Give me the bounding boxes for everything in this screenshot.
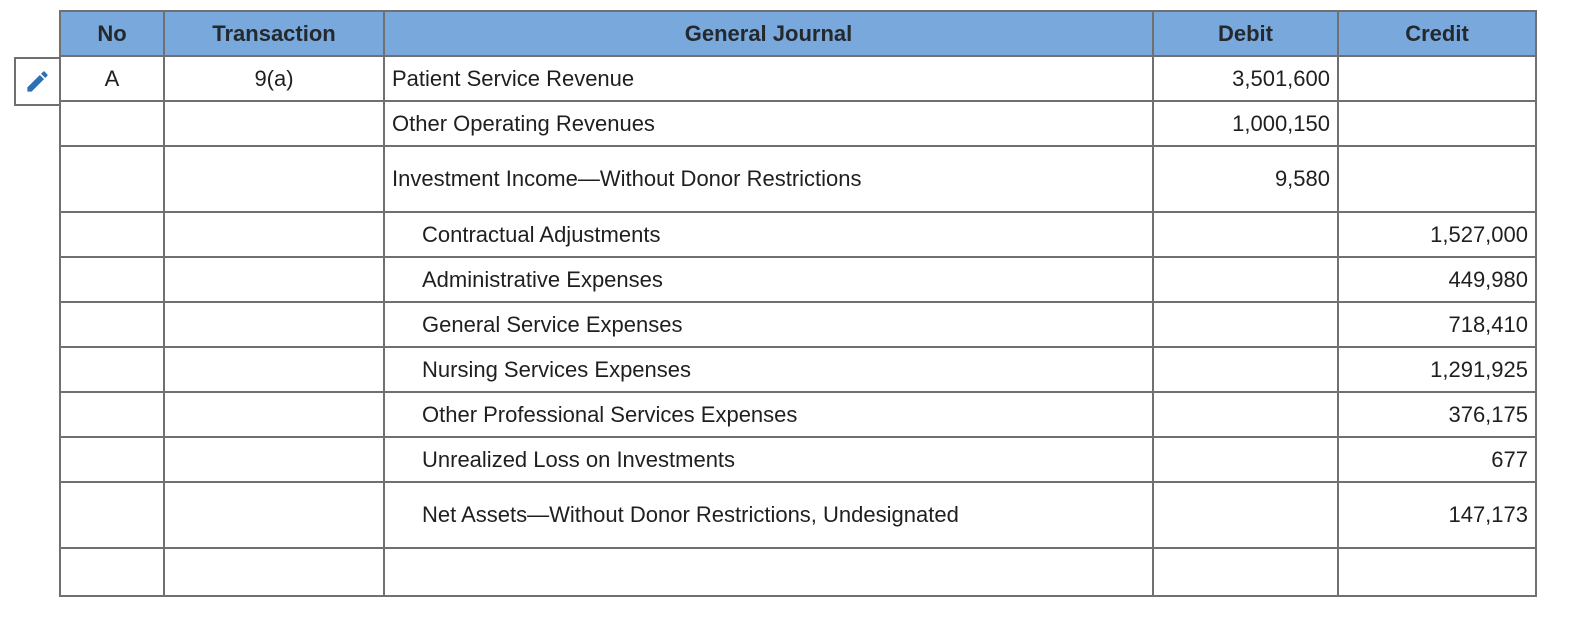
header-no: No bbox=[59, 10, 165, 57]
debit-cell: 9,580 bbox=[1152, 145, 1339, 213]
debit-cell bbox=[1152, 256, 1339, 303]
account-cell: Unrealized Loss on Investments bbox=[383, 436, 1154, 483]
debit-cell bbox=[1152, 547, 1339, 597]
journal-row: Other Professional Services Expenses 376… bbox=[59, 391, 1537, 438]
account-cell: Nursing Services Expenses bbox=[383, 346, 1154, 393]
row-no-cell bbox=[59, 481, 165, 549]
row-no-cell bbox=[59, 301, 165, 348]
row-transaction-cell bbox=[163, 301, 385, 348]
journal-header-row: No Transaction General Journal Debit Cre… bbox=[59, 10, 1537, 57]
account-cell: Administrative Expenses bbox=[383, 256, 1154, 303]
credit-cell: 1,291,925 bbox=[1337, 346, 1537, 393]
header-transaction: Transaction bbox=[163, 10, 385, 57]
credit-cell bbox=[1337, 145, 1537, 213]
row-transaction-cell bbox=[163, 145, 385, 213]
row-no-cell bbox=[59, 547, 165, 597]
row-no-cell bbox=[59, 211, 165, 258]
journal-row: General Service Expenses 718,410 bbox=[59, 301, 1537, 348]
row-transaction-cell: 9(a) bbox=[163, 55, 385, 102]
credit-cell: 147,173 bbox=[1337, 481, 1537, 549]
account-cell bbox=[383, 547, 1154, 597]
row-no-cell bbox=[59, 436, 165, 483]
row-no-cell bbox=[59, 256, 165, 303]
journal-row: A 9(a) Patient Service Revenue 3,501,600 bbox=[59, 55, 1537, 102]
account-cell: Patient Service Revenue bbox=[383, 55, 1154, 102]
journal-row: Administrative Expenses 449,980 bbox=[59, 256, 1537, 303]
debit-cell bbox=[1152, 481, 1339, 549]
debit-cell bbox=[1152, 346, 1339, 393]
journal-row bbox=[59, 547, 1537, 597]
credit-cell: 718,410 bbox=[1337, 301, 1537, 348]
header-general-journal: General Journal bbox=[383, 10, 1154, 57]
debit-cell bbox=[1152, 301, 1339, 348]
row-no-cell bbox=[59, 100, 165, 147]
account-cell: Other Operating Revenues bbox=[383, 100, 1154, 147]
edit-entry-button[interactable] bbox=[14, 57, 61, 106]
pencil-icon bbox=[24, 68, 51, 95]
header-debit: Debit bbox=[1152, 10, 1339, 57]
credit-cell bbox=[1337, 100, 1537, 147]
journal-row: Investment Income—Without Donor Restrict… bbox=[59, 145, 1537, 213]
journal-table: No Transaction General Journal Debit Cre… bbox=[59, 10, 1537, 597]
row-transaction-cell bbox=[163, 256, 385, 303]
row-no-cell bbox=[59, 346, 165, 393]
header-credit: Credit bbox=[1337, 10, 1537, 57]
debit-cell: 3,501,600 bbox=[1152, 55, 1339, 102]
row-transaction-cell bbox=[163, 547, 385, 597]
account-cell: Net Assets—Without Donor Restrictions, U… bbox=[383, 481, 1154, 549]
credit-cell: 677 bbox=[1337, 436, 1537, 483]
account-cell: Investment Income—Without Donor Restrict… bbox=[383, 145, 1154, 213]
journal-row: Net Assets—Without Donor Restrictions, U… bbox=[59, 481, 1537, 549]
credit-cell: 376,175 bbox=[1337, 391, 1537, 438]
row-no-cell bbox=[59, 145, 165, 213]
journal-row: Unrealized Loss on Investments 677 bbox=[59, 436, 1537, 483]
debit-cell bbox=[1152, 391, 1339, 438]
journal-row: Nursing Services Expenses 1,291,925 bbox=[59, 346, 1537, 393]
journal-row: Other Operating Revenues 1,000,150 bbox=[59, 100, 1537, 147]
credit-cell bbox=[1337, 547, 1537, 597]
journal-table-body: A 9(a) Patient Service Revenue 3,501,600… bbox=[59, 55, 1537, 597]
credit-cell bbox=[1337, 55, 1537, 102]
row-transaction-cell bbox=[163, 211, 385, 258]
credit-cell: 449,980 bbox=[1337, 256, 1537, 303]
journal-row: Contractual Adjustments 1,527,000 bbox=[59, 211, 1537, 258]
row-transaction-cell bbox=[163, 436, 385, 483]
row-transaction-cell bbox=[163, 346, 385, 393]
account-cell: Other Professional Services Expenses bbox=[383, 391, 1154, 438]
debit-cell: 1,000,150 bbox=[1152, 100, 1339, 147]
account-cell: General Service Expenses bbox=[383, 301, 1154, 348]
row-transaction-cell bbox=[163, 481, 385, 549]
account-cell: Contractual Adjustments bbox=[383, 211, 1154, 258]
debit-cell bbox=[1152, 436, 1339, 483]
credit-cell: 1,527,000 bbox=[1337, 211, 1537, 258]
row-transaction-cell bbox=[163, 100, 385, 147]
row-no-cell bbox=[59, 391, 165, 438]
row-no-cell: A bbox=[59, 55, 165, 102]
debit-cell bbox=[1152, 211, 1339, 258]
row-transaction-cell bbox=[163, 391, 385, 438]
